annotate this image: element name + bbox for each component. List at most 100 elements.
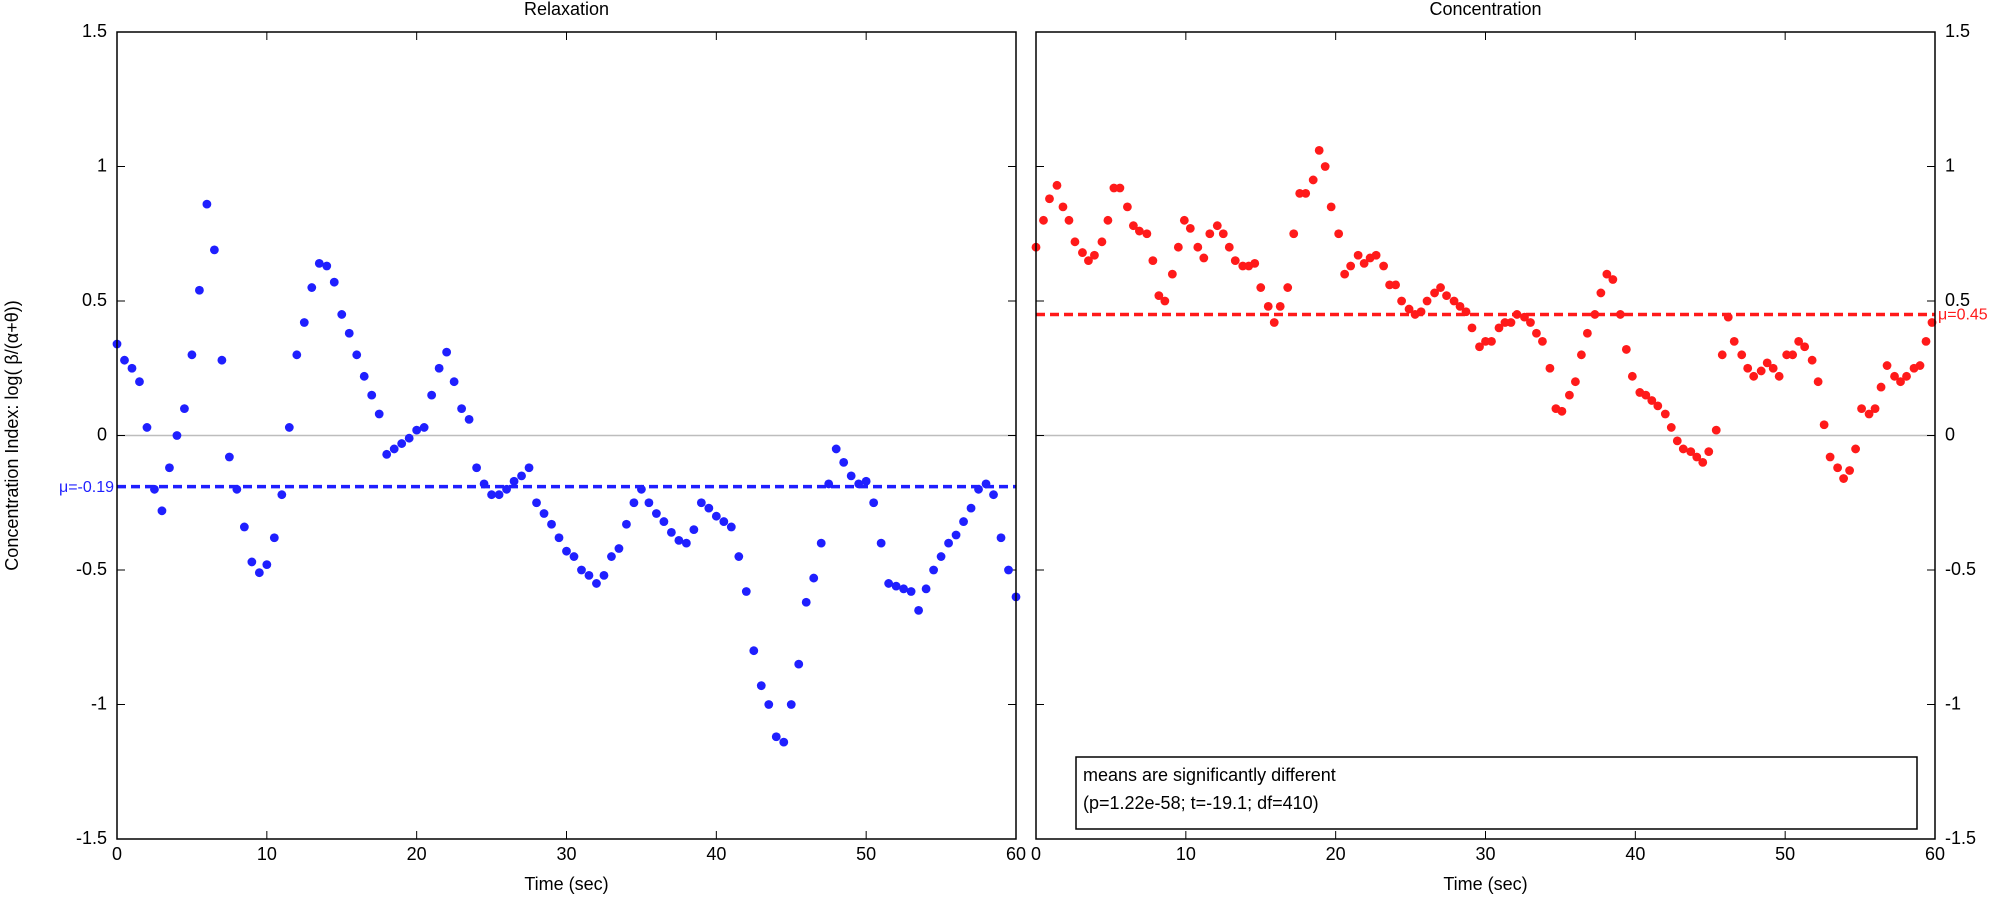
data-point [1256,283,1266,292]
y-tick-label: 1.5 [1945,21,1970,41]
data-point [1475,342,1484,352]
data-point [1902,371,1911,381]
data-point [1698,458,1708,467]
data-point [1717,350,1727,360]
data-point [1422,296,1432,306]
data-point [389,444,399,454]
data-point [1743,363,1753,373]
data-point [801,597,811,607]
data-point [1608,275,1618,284]
data-point [936,552,946,561]
data-point [652,509,661,518]
x-tick-label: 20 [1326,844,1346,864]
data-point [1160,296,1170,306]
data-point [1334,229,1344,239]
data-point [269,533,279,543]
data-point [996,533,1006,543]
y-tick-label: -1 [1945,693,1961,713]
data-point [1890,371,1899,381]
data-point [899,584,909,594]
data-point [187,350,197,360]
data-point [921,584,931,594]
mean-label: μ=-0.19 [59,479,114,496]
data-point [1052,180,1062,190]
data-point [1275,301,1285,311]
data-point [1678,444,1688,454]
data-point [1660,409,1670,419]
data-point [292,350,302,360]
data-point [1039,215,1048,225]
y-tick-label: -1.5 [1945,828,1976,848]
data-point [1455,301,1465,311]
data-point [666,527,676,537]
data-point [487,490,496,500]
data-point [1756,366,1766,376]
data-point [1641,390,1651,400]
data-point [404,433,414,443]
y-tick-label: -1.5 [76,828,107,848]
mean-label: μ=0.45 [1938,307,1988,324]
data-point [1526,318,1535,327]
data-point [726,522,736,532]
data-point [554,533,564,543]
data-point [1142,229,1152,239]
data-point [1729,336,1739,346]
data-point [876,538,886,548]
data-point [1921,336,1931,346]
data-point [337,310,347,319]
data-point [284,423,294,432]
data-point [367,390,377,400]
data-point [1301,189,1311,198]
data-point [1647,396,1657,405]
data-point [217,355,227,365]
x-tick-label: 0 [112,844,122,864]
x-tick-label: 50 [1775,844,1795,864]
data-point [1449,296,1459,306]
data-point [1179,215,1189,225]
data-point [382,449,392,459]
data-point [1774,371,1784,381]
data-point [314,258,324,268]
data-point [786,700,796,709]
x-tick-label: 30 [1475,844,1495,864]
data-point [254,568,264,578]
data-point [614,544,624,553]
data-point [427,390,437,400]
data-point [966,503,976,513]
data-point [592,579,601,588]
data-point [1173,242,1183,252]
data-point [584,570,594,580]
data-point [1839,474,1849,483]
data-point [929,565,938,575]
data-point [1090,250,1099,260]
data-point [442,347,452,357]
data-point [1487,336,1496,346]
data-point [457,404,467,413]
data-point [1582,328,1592,338]
data-point [1078,248,1087,257]
data-point [1442,291,1451,301]
data-point [224,452,234,462]
data-point [869,498,879,508]
y-tick-label: 0.5 [1945,290,1970,310]
data-point [1915,361,1925,370]
annotation-box [1075,756,1918,830]
data-point [180,404,189,413]
data-point [322,261,332,271]
data-point [195,285,204,295]
data-point [1122,202,1132,212]
data-point [1857,404,1866,413]
data-point [1565,390,1574,400]
data-point [1845,466,1854,475]
data-point [607,552,616,561]
data-point [1467,323,1477,333]
data-point [1882,361,1892,370]
data-point [704,503,714,513]
data-point [816,538,826,548]
data-point [1737,350,1747,360]
data-point [674,536,684,545]
data-point [127,363,137,373]
data-point [359,371,369,381]
data-point [307,283,317,292]
data-point [262,560,272,570]
